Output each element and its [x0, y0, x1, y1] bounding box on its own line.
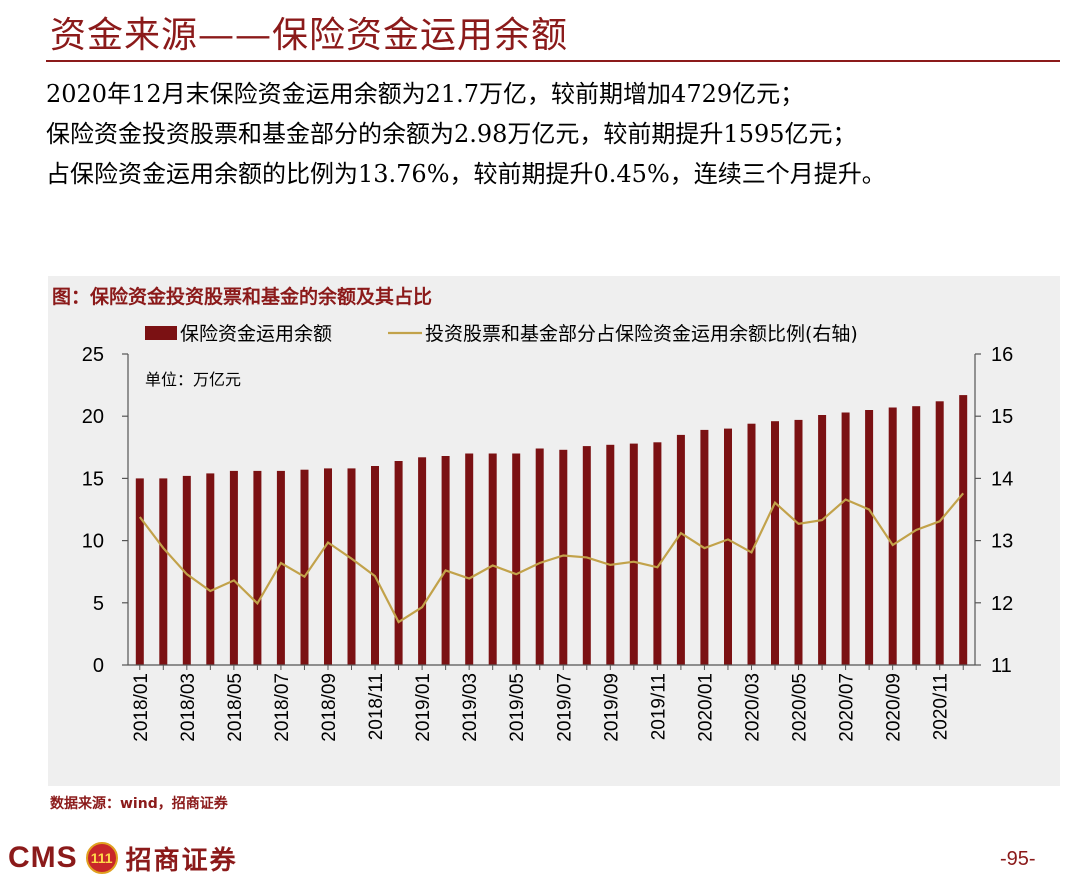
data-source: 数据来源：wind，招商证券	[50, 796, 228, 812]
bar-2018/03	[182, 475, 191, 665]
bar-2019/08	[582, 446, 591, 665]
bar-2020/06	[818, 415, 827, 665]
bar-2019/07	[559, 449, 568, 665]
right-tick-label: 16	[991, 344, 1013, 366]
logo-cms-text: CMS	[8, 841, 78, 874]
summary-line-3: 占保险资金运用余额的比例为13.76%，较前期提升0.45%，连续三个月提升。	[46, 160, 886, 188]
bar-2020/07	[841, 412, 850, 665]
left-tick-label: 25	[82, 344, 104, 366]
bar-2018/06	[253, 470, 262, 665]
right-tick-label: 11	[991, 655, 1012, 677]
x-tick-label: 2018/03	[178, 673, 199, 742]
summary-line-2: 保险资金投资股票和基金部分的余额为2.98万亿元，较前期提升1595亿元；	[46, 120, 857, 148]
left-tick-label: 10	[82, 531, 104, 553]
x-tick-label: 2020/07	[837, 673, 858, 742]
bar-2018/05	[229, 470, 238, 665]
legend-swatch-balance	[145, 326, 177, 340]
bar-2020/11	[935, 401, 944, 665]
page-title: 资金来源——保险资金运用余额	[50, 15, 569, 56]
x-tick-label: 2018/11	[366, 673, 387, 740]
bar-2020/03	[747, 423, 756, 665]
x-tick-label: 2020/11	[931, 673, 952, 740]
bar-2019/11	[653, 442, 662, 665]
right-tick-label: 13	[991, 531, 1013, 553]
bar-2019/05	[512, 453, 521, 665]
left-tick-label: 20	[82, 406, 104, 428]
bar-2020/05	[794, 419, 803, 665]
summary-text: 2020年12月末保险资金运用余额为21.7万亿，较前期增加4729亿元； 保险…	[46, 74, 1076, 194]
bar-2019/04	[488, 453, 497, 665]
x-tick-label: 2020/01	[695, 673, 716, 742]
x-tick-label: 2018/07	[272, 673, 293, 742]
x-tick-label: 2019/01	[413, 673, 434, 742]
legend-label-balance: 保险资金运用余额	[180, 323, 332, 345]
bar-2018/12	[394, 461, 403, 665]
right-tick-label: 14	[991, 468, 1013, 490]
x-tick-label: 2019/03	[460, 673, 481, 742]
bar-2019/10	[629, 443, 638, 665]
bar-2018/04	[206, 473, 215, 665]
unit-note: 单位：万亿元	[145, 370, 241, 389]
title-divider	[46, 60, 1060, 62]
x-tick-label: 2020/09	[884, 673, 905, 742]
bar-2018/10	[347, 468, 356, 665]
x-tick-label: 2020/03	[742, 673, 763, 742]
bar-2018/07	[276, 470, 285, 665]
bar-2019/02	[441, 456, 450, 665]
x-tick-label: 2018/01	[131, 673, 152, 742]
right-tick-label: 12	[991, 593, 1013, 615]
left-tick-label: 15	[82, 468, 104, 490]
x-tick-label: 2018/05	[225, 673, 246, 742]
bar-2019/06	[535, 448, 544, 665]
x-tick-label: 2019/11	[648, 673, 669, 740]
left-tick-label: 5	[93, 593, 104, 615]
company-logo: CMS 111 招商证券	[8, 838, 238, 878]
x-tick-label: 2019/09	[601, 673, 622, 742]
bar-2018/08	[300, 469, 309, 665]
bar-2019/03	[465, 453, 474, 665]
bar-2019/01	[418, 457, 427, 665]
logo-mark-icon: 111	[85, 842, 118, 874]
bar-2018/01	[135, 478, 144, 665]
x-tick-label: 2019/05	[507, 673, 528, 742]
bar-2019/09	[606, 444, 615, 665]
bar-2018/02	[159, 478, 168, 665]
page-number: -95-	[1000, 848, 1036, 870]
left-tick-label: 0	[93, 655, 104, 677]
bar-2020/08	[865, 410, 874, 665]
bar-2020/02	[724, 428, 732, 665]
bar-2020/12	[959, 395, 968, 665]
ratio-series-line	[138, 492, 965, 624]
legend-label-ratio: 投资股票和基金部分占保险资金运用余额比例(右轴)	[425, 323, 858, 345]
bar-2019/12	[676, 434, 685, 665]
bar-2020/04	[771, 421, 779, 665]
bar-2020/09	[888, 407, 897, 665]
chart-title: 图：保险资金投资股票和基金的余额及其占比	[52, 286, 433, 308]
right-tick-label: 15	[991, 406, 1013, 428]
bar-2018/11	[371, 466, 379, 665]
x-tick-label: 2019/07	[554, 673, 575, 742]
bar-2020/10	[912, 406, 921, 665]
logo-company-name: 招商证券	[125, 845, 238, 876]
x-tick-label: 2020/05	[790, 673, 811, 742]
summary-line-1: 2020年12月末保险资金运用余额为21.7万亿，较前期增加4729亿元；	[46, 80, 805, 108]
bar-2018/09	[324, 468, 332, 665]
x-tick-label: 2018/09	[319, 673, 340, 742]
